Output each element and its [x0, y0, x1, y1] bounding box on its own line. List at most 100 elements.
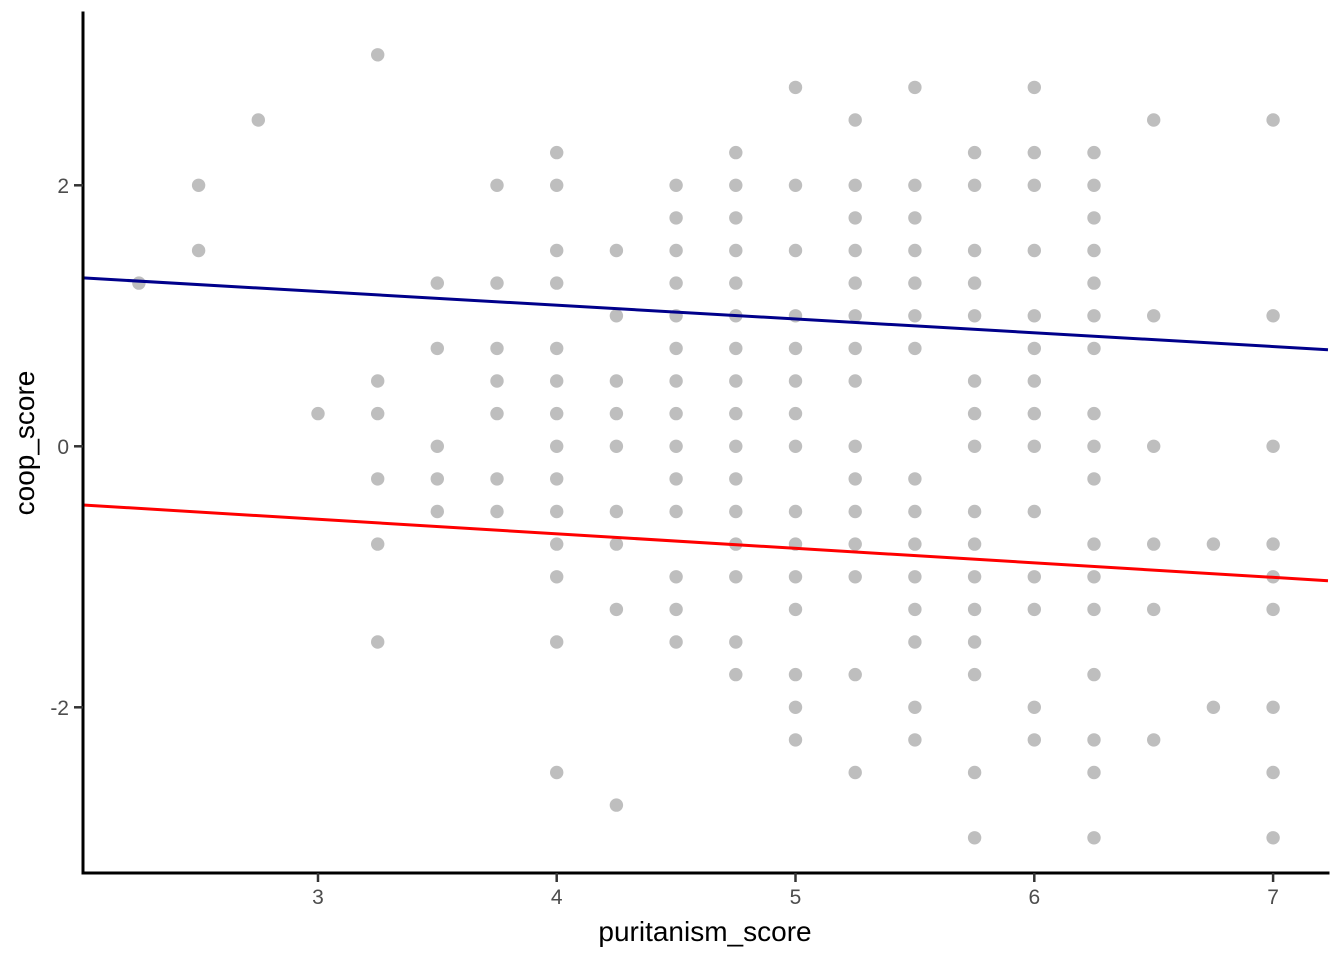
data-point	[788, 733, 803, 747]
data-point	[1087, 211, 1101, 225]
data-point	[132, 276, 146, 290]
data-point	[1087, 472, 1101, 486]
data-point	[908, 178, 922, 192]
data-point	[1027, 700, 1042, 714]
data-point	[430, 504, 444, 519]
data-point	[1027, 80, 1042, 95]
data-point	[1027, 374, 1042, 388]
data-point	[788, 570, 803, 584]
data-point	[1147, 602, 1161, 617]
data-point	[967, 439, 982, 453]
data-point	[908, 635, 922, 649]
data-point	[729, 667, 743, 682]
data-point	[848, 504, 862, 519]
data-point	[490, 276, 504, 290]
data-point	[609, 602, 624, 617]
x-tick-label: 4	[551, 886, 563, 909]
data-point	[729, 276, 743, 290]
data-point	[669, 276, 683, 290]
data-point	[848, 667, 862, 682]
data-point	[550, 765, 564, 780]
data-point	[967, 243, 982, 258]
y-tick-label: 2	[57, 175, 69, 198]
data-point	[1087, 831, 1101, 845]
y-tick-label: -2	[50, 697, 69, 720]
data-point	[1087, 406, 1101, 421]
data-point	[550, 439, 564, 453]
data-point	[908, 276, 922, 290]
data-point	[848, 211, 862, 225]
data-point	[908, 472, 922, 486]
data-point	[1087, 341, 1101, 356]
data-point	[908, 504, 922, 519]
data-point	[908, 243, 922, 258]
data-point	[1087, 570, 1101, 584]
data-point	[550, 537, 564, 551]
data-point	[967, 537, 982, 551]
data-point	[1266, 537, 1280, 551]
data-point	[371, 48, 385, 62]
data-point	[1087, 276, 1101, 290]
data-point	[848, 537, 862, 551]
data-point	[788, 374, 803, 388]
data-point	[669, 439, 683, 453]
data-point	[1147, 113, 1161, 127]
data-point	[729, 211, 743, 225]
data-point	[729, 374, 743, 388]
data-point	[430, 472, 444, 486]
x-tick-label: 7	[1267, 886, 1279, 909]
data-point	[1147, 439, 1161, 453]
data-point	[669, 504, 683, 519]
data-point	[1087, 765, 1101, 780]
data-point	[609, 374, 624, 388]
data-point	[908, 733, 922, 747]
data-point	[669, 570, 683, 584]
data-point	[609, 406, 624, 421]
data-point	[967, 178, 982, 192]
data-point	[1266, 439, 1280, 453]
data-point	[1027, 570, 1042, 584]
data-point	[1087, 537, 1101, 551]
data-point	[788, 504, 803, 519]
data-point	[1147, 309, 1161, 323]
data-point	[967, 309, 982, 323]
data-point	[550, 635, 564, 649]
data-point	[490, 504, 504, 519]
data-point	[191, 243, 206, 258]
data-point	[1266, 831, 1280, 845]
data-point	[848, 113, 862, 127]
data-point	[669, 341, 683, 356]
data-point	[609, 537, 624, 551]
data-point	[967, 765, 982, 780]
data-point	[609, 439, 624, 453]
data-point	[788, 667, 803, 682]
data-point	[550, 472, 564, 486]
data-point	[609, 798, 624, 812]
data-point	[550, 243, 564, 258]
data-point	[550, 145, 564, 160]
data-point	[191, 178, 206, 192]
fit-line-blue	[82, 276, 1329, 352]
data-point	[1027, 309, 1042, 323]
data-point	[729, 472, 743, 486]
data-point	[1027, 406, 1042, 421]
data-point	[1087, 602, 1101, 617]
data-point	[371, 537, 385, 551]
data-point	[550, 374, 564, 388]
data-point	[729, 145, 743, 160]
data-point	[669, 211, 683, 225]
data-point	[788, 178, 803, 192]
data-point	[490, 374, 504, 388]
data-point	[848, 178, 862, 192]
data-point	[908, 602, 922, 617]
data-point	[371, 472, 385, 486]
data-point	[848, 472, 862, 486]
data-point	[1087, 243, 1101, 258]
data-point	[908, 700, 922, 714]
data-point	[848, 570, 862, 584]
data-point	[371, 374, 385, 388]
data-point	[1147, 733, 1161, 747]
data-point	[967, 570, 982, 584]
data-point	[788, 341, 803, 356]
